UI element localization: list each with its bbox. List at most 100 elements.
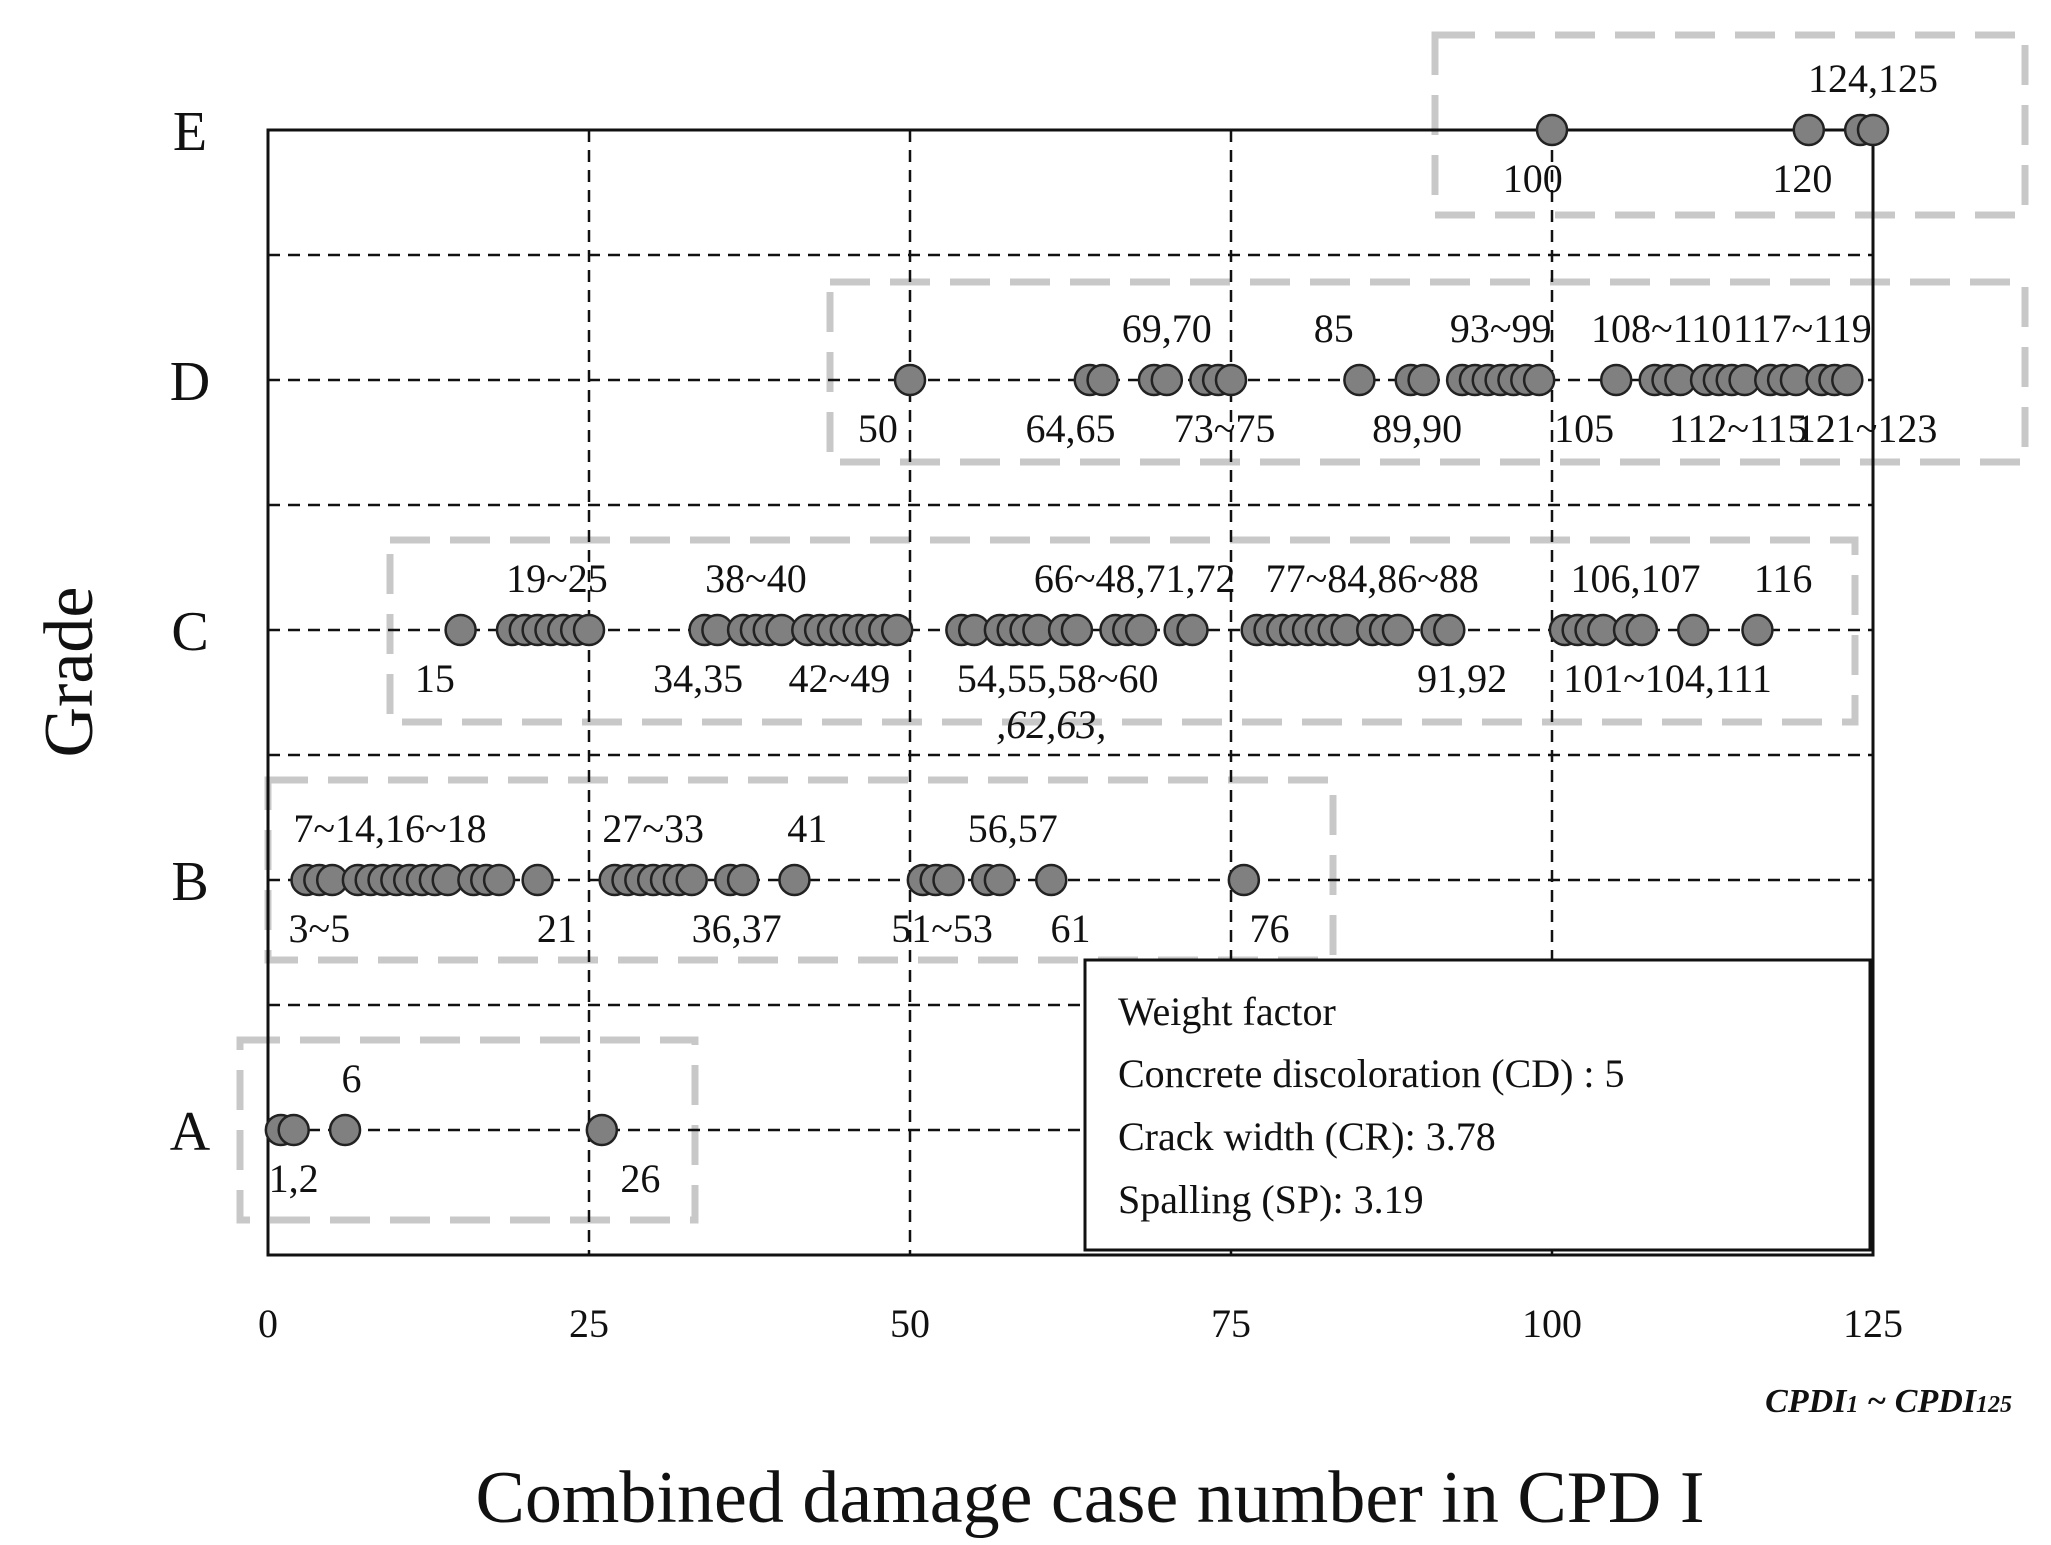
data-point-c-111 bbox=[1676, 613, 1710, 647]
data-point-d-75 bbox=[1214, 363, 1248, 397]
group-box-d bbox=[826, 278, 2029, 466]
data-point-c-15 bbox=[444, 613, 477, 647]
point-label-32: 64,65 bbox=[1026, 406, 1116, 451]
legend-item-cd: Concrete discoloration (CD) : 5 bbox=[1118, 1051, 1625, 1096]
series-grade-e bbox=[1535, 113, 1890, 147]
data-point-c-63 bbox=[1060, 613, 1094, 647]
point-label-15: 66~48,71,72 bbox=[1034, 556, 1236, 601]
data-point-c-92 bbox=[1433, 613, 1466, 647]
x-tick-25: 25 bbox=[569, 1301, 609, 1346]
data-point-c-116 bbox=[1741, 613, 1774, 647]
point-label-31: 50 bbox=[858, 406, 898, 451]
grade-label-d: D bbox=[170, 351, 210, 413]
data-point-b-61 bbox=[1034, 863, 1068, 897]
point-label-35: 105 bbox=[1554, 406, 1614, 451]
legend-title: Weight factor bbox=[1118, 989, 1336, 1034]
axis-note-sep: ~ bbox=[1858, 1383, 1894, 1420]
grade-label-a: A bbox=[170, 1101, 211, 1163]
point-label-34: 89,90 bbox=[1372, 406, 1462, 451]
data-points bbox=[264, 113, 1890, 1147]
point-label-36: 112~115 bbox=[1669, 406, 1808, 451]
data-point-c-72 bbox=[1176, 613, 1209, 647]
series-grade-d bbox=[893, 363, 1864, 397]
point-label-28: 93~99 bbox=[1450, 306, 1552, 351]
series-grade-a bbox=[264, 1113, 619, 1147]
data-point-d-50 bbox=[893, 363, 927, 397]
data-point-b-33 bbox=[675, 863, 708, 897]
grade-label-c: C bbox=[171, 601, 208, 663]
point-label-24: 91,92 bbox=[1417, 656, 1507, 701]
y-axis-label: Grade bbox=[31, 586, 108, 757]
point-label-1: 1,2 bbox=[269, 1156, 319, 1201]
axis-note-base: CPDI bbox=[1765, 1383, 1848, 1420]
x-tick-100: 100 bbox=[1522, 1301, 1582, 1346]
data-point-d-85 bbox=[1343, 363, 1376, 397]
point-label-6: 56,57 bbox=[968, 806, 1058, 851]
legend-item-sp: Spalling (SP): 3.19 bbox=[1118, 1177, 1424, 1222]
point-label-21: 42~49 bbox=[789, 656, 891, 701]
point-label-11: 61 bbox=[1051, 906, 1091, 951]
point-label-10: 51~53 bbox=[891, 906, 993, 951]
point-label-27: 85 bbox=[1314, 306, 1354, 351]
data-point-c-49 bbox=[880, 613, 914, 647]
point-label-4: 27~33 bbox=[602, 806, 704, 851]
point-label-33: 73~75 bbox=[1174, 406, 1276, 451]
point-label-12: 76 bbox=[1250, 906, 1290, 951]
point-label-20: 34,35 bbox=[653, 656, 743, 701]
x-axis-label: Combined damage case number in CPD I bbox=[476, 1457, 1705, 1539]
x-tick-50: 50 bbox=[890, 1301, 930, 1346]
data-point-d-99 bbox=[1522, 363, 1556, 397]
point-label-22: 54,55,58~60 bbox=[957, 656, 1159, 701]
grade-label-b: B bbox=[171, 851, 208, 913]
grid bbox=[268, 130, 1873, 1255]
point-label-37: 121~123 bbox=[1796, 406, 1938, 451]
data-point-c-107 bbox=[1625, 613, 1659, 647]
point-label-13: 19~25 bbox=[506, 556, 608, 601]
series-grade-b bbox=[290, 863, 1261, 897]
point-label-23: ,62,63, bbox=[996, 702, 1106, 747]
x-tick-75: 75 bbox=[1211, 1301, 1251, 1346]
data-point-c-68 bbox=[1124, 613, 1158, 647]
point-label-30: 117~119 bbox=[1733, 306, 1872, 351]
data-point-e-125 bbox=[1856, 113, 1890, 147]
data-point-d-123 bbox=[1831, 363, 1864, 397]
data-point-b-53 bbox=[932, 863, 965, 897]
data-point-a-6 bbox=[328, 1113, 362, 1147]
point-label-18: 116 bbox=[1754, 556, 1813, 601]
data-point-a-2 bbox=[277, 1113, 310, 1147]
point-label-14: 38~40 bbox=[705, 556, 807, 601]
point-label-7: 3~5 bbox=[289, 906, 351, 951]
plot-frame bbox=[266, 128, 1875, 1257]
data-point-b-18 bbox=[482, 863, 516, 897]
data-point-a-26 bbox=[585, 1113, 619, 1147]
grade-label-e: E bbox=[173, 101, 207, 163]
axis-note-base-2: CPDI bbox=[1895, 1383, 1978, 1420]
data-point-b-21 bbox=[521, 863, 554, 897]
legend-box bbox=[1083, 958, 1872, 1252]
data-point-d-105 bbox=[1599, 363, 1633, 397]
grade-labels: A B C D E bbox=[170, 101, 211, 1163]
legend-item-cr: Crack width (CR): 3.78 bbox=[1118, 1114, 1496, 1159]
legend: Weight factor Concrete discoloration (CD… bbox=[1083, 958, 1872, 1252]
group-box-e bbox=[1431, 31, 2029, 219]
x-tick-0: 0 bbox=[258, 1301, 278, 1346]
point-label-2: 26 bbox=[620, 1156, 660, 1201]
point-label-38: 124,125 bbox=[1808, 56, 1938, 101]
axis-range-note: CPDI1 ~ CPDI125 bbox=[1765, 1383, 2012, 1420]
point-label-5: 41 bbox=[787, 806, 827, 851]
point-label-19: 15 bbox=[415, 656, 455, 701]
data-point-d-65 bbox=[1086, 363, 1119, 397]
point-label-25: 101~104,111 bbox=[1563, 656, 1772, 701]
data-point-b-57 bbox=[983, 863, 1017, 897]
data-point-c-25 bbox=[572, 613, 606, 647]
data-point-d-70 bbox=[1150, 363, 1184, 397]
point-label-29: 108~110 bbox=[1591, 306, 1731, 351]
point-label-17: 106,107 bbox=[1570, 556, 1700, 601]
x-tick-125: 125 bbox=[1843, 1301, 1903, 1346]
data-point-e-120 bbox=[1792, 113, 1826, 147]
point-label-0: 6 bbox=[341, 1056, 361, 1101]
data-point-b-37 bbox=[726, 863, 760, 897]
data-point-e-100 bbox=[1535, 113, 1569, 147]
point-label-3: 7~14,16~18 bbox=[293, 806, 486, 851]
